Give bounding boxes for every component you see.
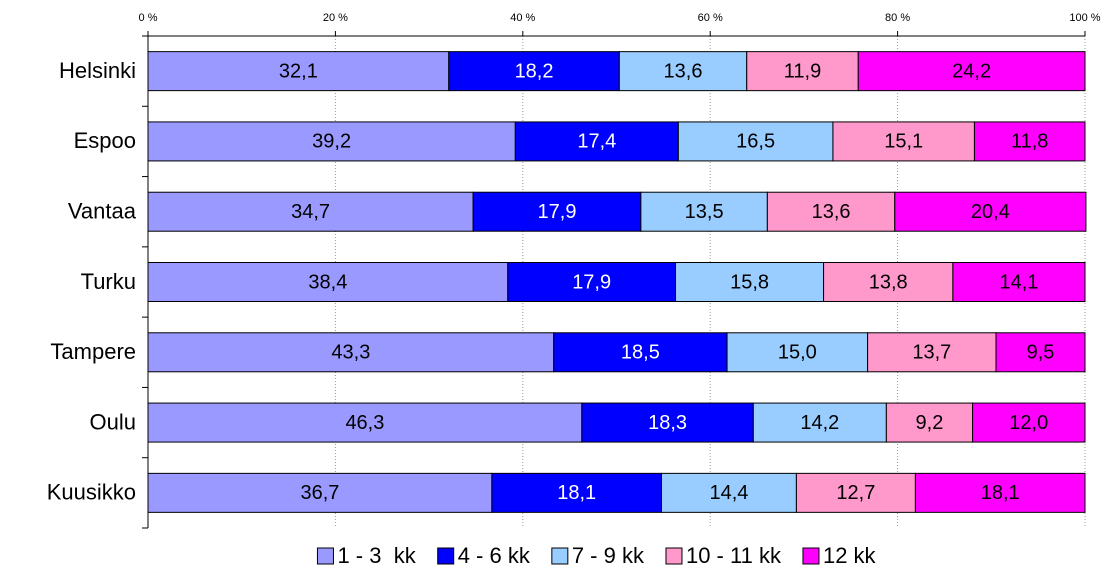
value-label: 16,5	[736, 131, 775, 153]
legend-swatch	[437, 547, 455, 565]
value-label: 15,8	[730, 271, 769, 293]
value-label: 43,3	[331, 342, 370, 364]
value-label: 18,3	[648, 412, 687, 434]
y-tick-label: Tampere	[50, 339, 136, 364]
x-tick-label: 0 %	[139, 12, 158, 24]
value-label: 13,5	[685, 201, 724, 223]
value-label: 18,5	[621, 342, 660, 364]
value-label: 17,9	[572, 271, 611, 293]
value-label: 13,6	[812, 201, 851, 223]
value-label: 17,9	[538, 201, 577, 223]
value-label: 13,7	[912, 342, 951, 364]
bar-segment	[507, 262, 677, 302]
bar-segment	[746, 51, 859, 92]
value-label: 17,4	[577, 131, 616, 153]
value-label: 12,0	[1009, 412, 1048, 434]
y-tick-label: Vantaa	[68, 199, 137, 224]
x-tick-label: 20 %	[323, 12, 348, 24]
bar-segment	[472, 191, 642, 232]
value-label: 46,3	[345, 412, 384, 434]
bar-segment	[147, 121, 516, 162]
value-label: 13,8	[869, 271, 908, 293]
value-label: 9,5	[1027, 342, 1055, 364]
value-label: 11,9	[784, 60, 821, 82]
bar-segment	[726, 332, 869, 373]
bar-segment	[147, 51, 450, 92]
legend: 1 - 3 kk 4 - 6 kk 7 - 9 kk 10 - 11 kk 12 kk	[316, 543, 877, 568]
value-label: 14,4	[709, 482, 748, 504]
bar-segment	[640, 191, 768, 232]
bar-segment	[581, 402, 754, 443]
legend-swatch	[316, 547, 334, 565]
value-label: 14,2	[800, 412, 839, 434]
value-label: 18,2	[515, 60, 554, 82]
bar-segment	[995, 332, 1086, 373]
value-label: 38,4	[308, 271, 347, 293]
y-tick-label: Oulu	[90, 409, 136, 434]
x-tick-label: 60 %	[698, 12, 723, 24]
x-tick-label: 80 %	[885, 12, 910, 24]
bar-segment	[491, 472, 662, 513]
y-tick-label: Espoo	[74, 128, 136, 153]
bar-segment	[914, 472, 1086, 513]
bar-segment	[677, 121, 834, 162]
value-label: 14,1	[999, 271, 1038, 293]
y-tick-label: Helsinki	[59, 58, 136, 83]
y-tick-label: Turku	[81, 269, 136, 294]
legend-label: 4 - 6 kk	[458, 543, 531, 568]
legend-label: 12 kk	[823, 543, 877, 568]
value-label: 15,1	[884, 131, 923, 153]
bar-segment	[660, 472, 797, 513]
legend-label: 1 - 3 kk	[337, 543, 416, 568]
value-label: 15,0	[778, 342, 817, 364]
bar-segment	[952, 262, 1086, 302]
bar-segment	[857, 51, 1086, 92]
value-label: 9,2	[916, 412, 944, 434]
value-label: 11,8	[1011, 131, 1048, 153]
bar-segment	[147, 262, 509, 302]
bar-segment	[553, 332, 728, 373]
x-tick-label: 40 %	[510, 12, 535, 24]
bar-segment	[973, 121, 1086, 162]
legend-swatch	[665, 547, 683, 565]
bar-segment	[972, 402, 1086, 443]
value-label: 20,4	[971, 201, 1010, 223]
legend-label: 10 - 11 kk	[686, 543, 782, 568]
value-label: 39,2	[312, 131, 351, 153]
x-tick-label: 100 %	[1069, 12, 1100, 24]
value-label: 34,7	[291, 201, 330, 223]
legend-label: 7 - 9 kk	[572, 543, 645, 568]
bar-segment	[147, 472, 493, 513]
value-label: 24,2	[952, 60, 991, 82]
bar-segment	[147, 332, 555, 373]
bar-segment	[448, 51, 620, 92]
bar-segment	[766, 191, 896, 232]
value-label: 18,1	[981, 482, 1020, 504]
value-label: 36,7	[300, 482, 339, 504]
bar-segment	[675, 262, 825, 302]
value-label: 13,6	[664, 60, 703, 82]
value-label: 18,1	[557, 482, 596, 504]
bar-segment	[894, 191, 1087, 232]
bar-segment	[885, 402, 974, 443]
bar-segment	[618, 51, 748, 92]
value-label: 32,1	[279, 60, 318, 82]
legend-swatch	[802, 547, 820, 565]
bar-segment	[823, 262, 954, 302]
bar-segment	[867, 332, 997, 373]
y-tick-label: Kuusikko	[47, 480, 136, 505]
legend-swatch	[551, 547, 569, 565]
value-label: 12,7	[836, 482, 875, 504]
bar-segment	[147, 402, 583, 443]
